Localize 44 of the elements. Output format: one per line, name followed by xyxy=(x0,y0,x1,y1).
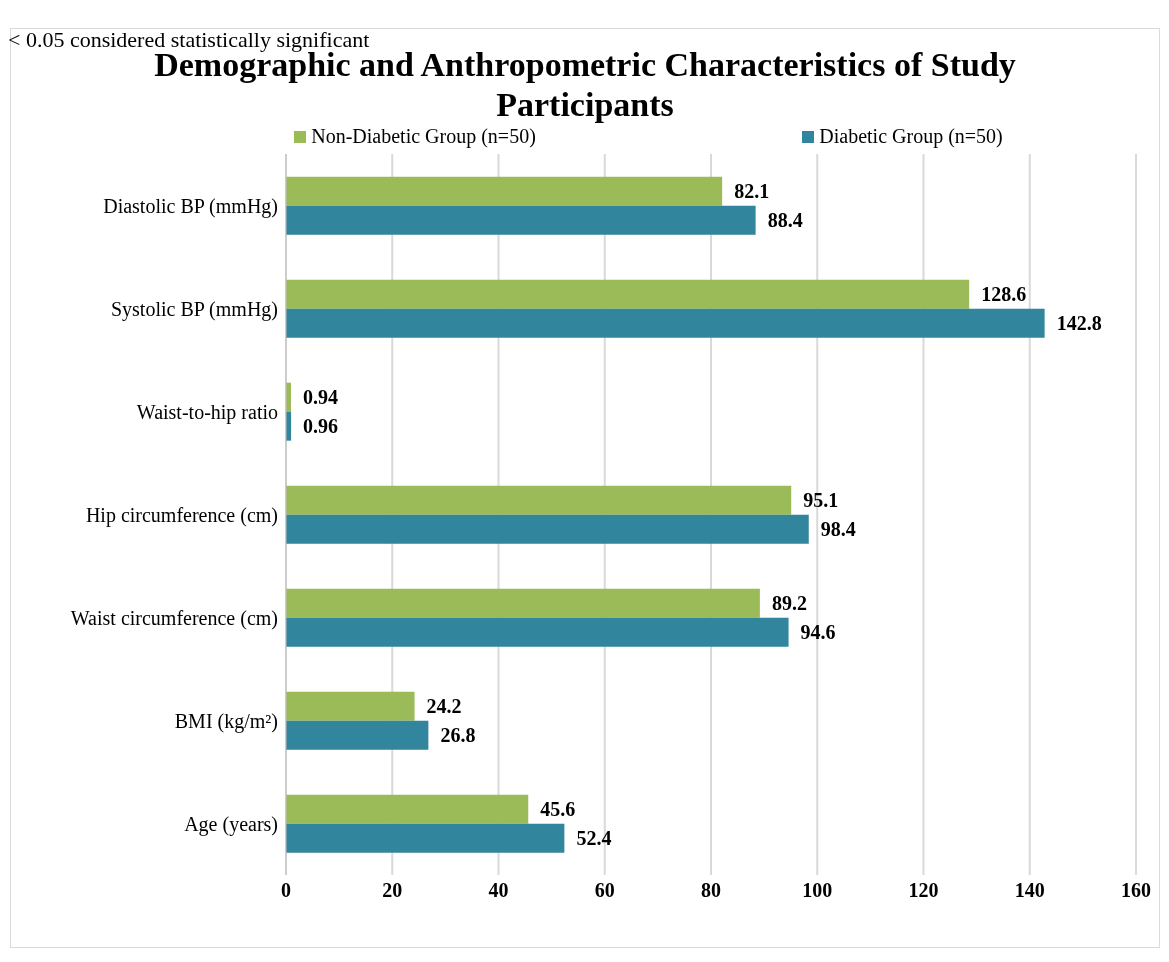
bar xyxy=(286,823,565,853)
data-label: 95.1 xyxy=(803,489,839,512)
bar xyxy=(286,720,429,750)
x-tick-label: 20 xyxy=(382,879,403,902)
bar xyxy=(286,205,756,235)
data-label: 128.6 xyxy=(981,283,1027,306)
x-tick-label: 60 xyxy=(594,879,615,902)
y-tick-label: BMI (kg/m²) xyxy=(174,709,278,733)
data-label: 24.2 xyxy=(426,695,462,718)
bar xyxy=(286,279,970,309)
data-label: 89.2 xyxy=(771,592,807,615)
data-label: 26.8 xyxy=(440,724,476,747)
bar xyxy=(286,794,529,824)
y-tick-label: Waist circumference (cm) xyxy=(70,606,278,630)
data-label: 98.4 xyxy=(820,518,856,541)
x-tick-label: 100 xyxy=(802,879,833,902)
bar xyxy=(286,308,1045,338)
y-tick-label: Hip circumference (cm) xyxy=(85,503,278,527)
data-label: 94.6 xyxy=(800,621,836,644)
x-tick-label: 80 xyxy=(701,879,721,902)
bar xyxy=(286,588,760,618)
x-tick-label: 160 xyxy=(1121,879,1151,902)
x-tick-label: 140 xyxy=(1014,879,1045,902)
bar xyxy=(286,617,789,647)
y-tick-label: Systolic BP (mmHg) xyxy=(110,297,278,321)
data-label: 0.96 xyxy=(303,415,339,438)
legend-label: Non-Diabetic Group (n=50) xyxy=(310,125,536,148)
data-label: 45.6 xyxy=(540,798,576,821)
bar xyxy=(286,514,809,544)
x-tick-label: 0 xyxy=(281,879,291,902)
x-tick-label: 40 xyxy=(488,879,509,902)
y-tick-label: Age (years) xyxy=(184,812,278,836)
data-label: 88.4 xyxy=(767,209,803,232)
legend-label: Diabetic Group (n=50) xyxy=(818,125,1003,148)
bar xyxy=(286,485,792,515)
x-tick-label: 120 xyxy=(908,879,939,902)
data-label: 0.94 xyxy=(302,386,338,409)
data-label: 52.4 xyxy=(576,827,612,850)
bar xyxy=(286,176,723,206)
bar xyxy=(286,691,415,721)
data-label: 142.8 xyxy=(1056,312,1102,335)
y-tick-label: Diastolic BP (mmHg) xyxy=(103,194,278,218)
data-label: 82.1 xyxy=(734,180,770,203)
y-tick-label: Waist-to-hip ratio xyxy=(136,400,278,424)
